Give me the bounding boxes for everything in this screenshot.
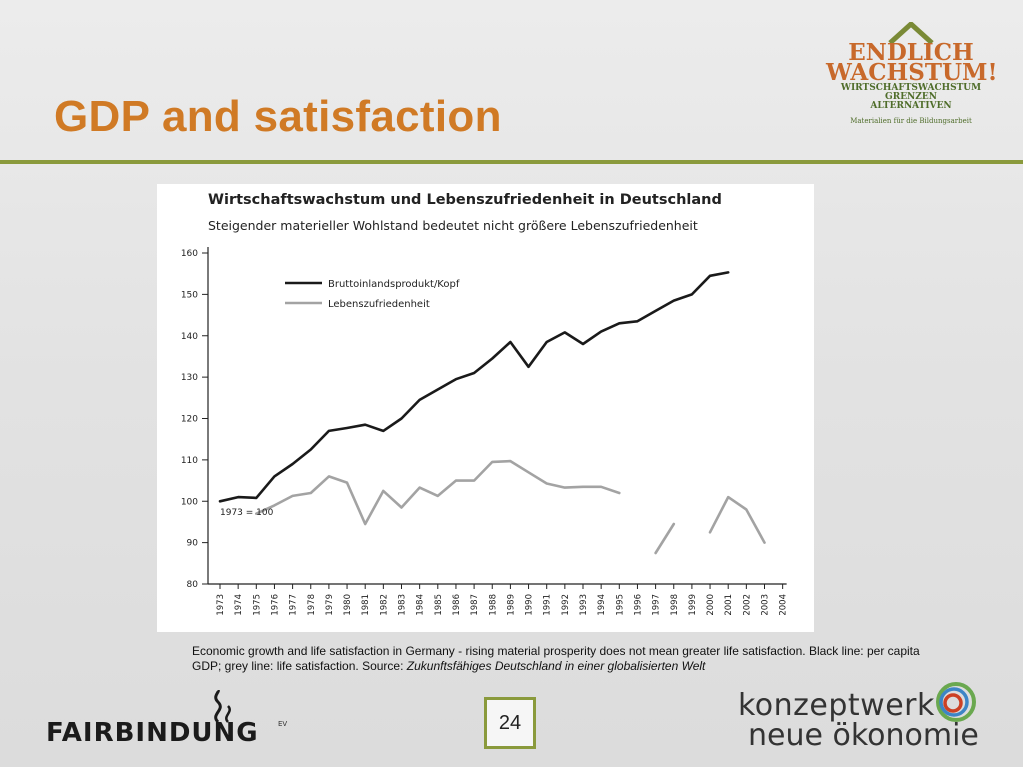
x-tick-label: 1988 <box>488 594 498 616</box>
fairbindung-suffix: EV <box>278 720 288 728</box>
endlich-wachstum-logo: ENDLICH WACHSTUM! WIRTSCHAFTSWACHSTUM GR… <box>826 22 998 142</box>
x-tick-label: 1987 <box>470 594 480 616</box>
x-tick-label: 1985 <box>434 594 444 616</box>
x-tick-label: 1983 <box>398 594 408 616</box>
y-tick-label: 120 <box>181 415 198 425</box>
y-tick-label: 100 <box>181 497 198 507</box>
x-tick-label: 1992 <box>561 594 571 616</box>
x-tick-label: 2004 <box>779 594 789 616</box>
logo-line-1: ENDLICH <box>848 39 974 66</box>
x-tick-label: 1998 <box>670 594 680 616</box>
x-tick-label: 2002 <box>742 594 752 616</box>
x-tick-label: 1975 <box>252 594 262 616</box>
y-tick-label: 130 <box>181 373 198 383</box>
rings-icon <box>936 682 976 722</box>
konzeptwerk-line-1: konzeptwerk <box>738 688 935 723</box>
caption-text: Economic growth and life satisfaction in… <box>192 644 920 673</box>
y-tick-label: 90 <box>187 539 199 549</box>
caption-source: Zukunftsfähiges Deutschland in einer glo… <box>406 659 706 673</box>
gdp-line-segment <box>218 271 730 503</box>
x-tick-label: 1974 <box>234 594 244 616</box>
satisfaction-line-segment <box>654 522 676 555</box>
x-tick-label: 1997 <box>652 594 662 616</box>
x-tick-label: 1981 <box>361 594 371 616</box>
x-tick-label: 1978 <box>307 594 317 616</box>
logo-line-5: ALTERNATIVEN <box>870 101 952 111</box>
x-tick-label: 1996 <box>633 594 643 616</box>
y-tick-label: 140 <box>181 332 198 342</box>
x-tick-label: 1986 <box>452 594 462 616</box>
x-tick-label: 1977 <box>289 594 299 616</box>
x-tick-label: 2001 <box>724 594 734 616</box>
x-tick-label: 1979 <box>325 594 335 616</box>
x-tick-label: 1982 <box>379 594 389 616</box>
chart-title: Wirtschaftswachstum und Lebenszufriedenh… <box>208 192 722 208</box>
roof-icon <box>888 22 934 44</box>
page-number: 24 <box>484 697 536 749</box>
x-tick-label: 2003 <box>761 594 771 616</box>
steam-icon <box>214 690 231 724</box>
y-tick-label: 150 <box>181 290 198 300</box>
x-tick-label: 1976 <box>270 594 280 616</box>
logo-line-4: GRENZEN <box>885 92 937 102</box>
legend-label-gdp: Bruttoinlandsprodukt/Kopf <box>328 279 460 290</box>
x-tick-label: 1989 <box>506 594 516 616</box>
chart-container: Wirtschaftswachstum und Lebenszufriedenh… <box>157 184 814 632</box>
konzeptwerk-logo: konzeptwerk neue ökonomie <box>736 680 986 753</box>
logo-line-3: WIRTSCHAFTSWACHSTUM <box>840 83 982 93</box>
satisfaction-line-segment <box>708 495 766 544</box>
x-tick-label: 1993 <box>579 594 589 616</box>
satisfaction-line-segment <box>255 459 621 526</box>
fairbindung-logo: FAIRBINDUNG EV <box>46 690 296 750</box>
x-tick-label: 1991 <box>543 594 553 616</box>
x-tick-label: 2000 <box>706 594 716 616</box>
x-tick-label: 1980 <box>343 594 353 616</box>
slide-title: GDP and satisfaction <box>54 92 502 141</box>
logo-line-6: Materialien für die Bildungsarbeit <box>850 117 972 125</box>
y-tick-label: 110 <box>181 456 198 466</box>
logo-line-2: WACHSTUM! <box>826 59 998 86</box>
baseline-annotation: 1973 = 100 <box>220 508 274 518</box>
x-tick-label: 1995 <box>615 594 625 616</box>
x-tick-label: 1973 <box>216 594 226 616</box>
konzeptwerk-line-2: neue ökonomie <box>748 718 979 753</box>
chart-subtitle: Steigender materieller Wohlstand bedeute… <box>208 218 698 233</box>
x-tick-label: 1990 <box>525 594 535 616</box>
title-divider <box>0 160 1023 164</box>
line-chart: Wirtschaftswachstum und Lebenszufriedenh… <box>181 192 789 616</box>
x-tick-label: 1999 <box>688 594 698 616</box>
y-tick-label: 160 <box>181 249 198 259</box>
legend-label-satisfaction: Lebenszufriedenheit <box>328 299 430 310</box>
figure-caption: Economic growth and life satisfaction in… <box>192 644 952 674</box>
x-tick-label: 1984 <box>416 594 426 616</box>
fairbindung-wordmark: FAIRBINDUNG <box>46 718 259 748</box>
y-tick-label: 80 <box>187 580 199 590</box>
x-tick-label: 1994 <box>597 594 607 616</box>
